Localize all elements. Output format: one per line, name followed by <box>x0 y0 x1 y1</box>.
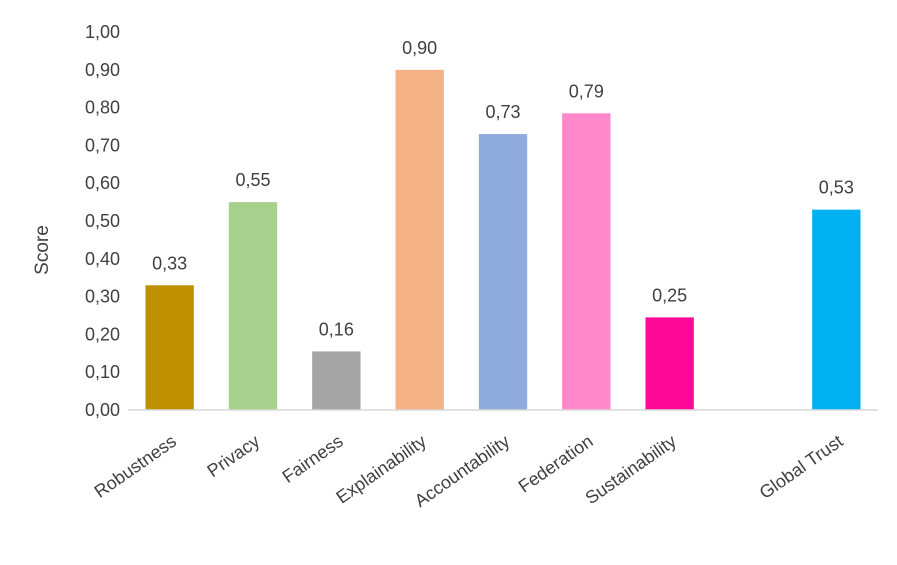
bar <box>228 202 278 410</box>
bar <box>145 285 194 410</box>
data-label: 0,33 <box>152 253 187 273</box>
data-label: 0,16 <box>319 319 354 339</box>
y-tick-label: 0,10 <box>85 362 120 382</box>
bar <box>312 351 361 410</box>
x-axis-labels: Robustness Privacy FairnessExplainabilityA… <box>91 431 847 511</box>
y-tick-label: 0,90 <box>85 60 120 80</box>
y-tick-label: 1,00 <box>85 22 120 42</box>
data-label: 0,79 <box>569 81 604 101</box>
y-axis-title: Score <box>32 225 53 275</box>
y-axis-ticks: 0,00 0,10 0,20 0,30 0,40 0,50 0,60 0,70 0,80 0,90… <box>85 22 120 420</box>
x-category-label: Privacy <box>203 431 263 481</box>
bar <box>395 69 444 411</box>
x-category-label: Global Trust <box>756 431 847 503</box>
x-category-label: Federation <box>515 431 597 497</box>
data-label: 0,90 <box>402 38 437 58</box>
bar <box>562 113 611 411</box>
bar <box>812 209 861 410</box>
data-label: 0,55 <box>235 170 270 190</box>
x-category-label: Robustness <box>91 431 180 502</box>
y-tick-label: 0,00 <box>85 400 120 420</box>
y-tick-label: 0,40 <box>85 249 120 269</box>
data-labels: 0,33 0,55 0,16 0,90 0,73 0,79 0,25 0,53 <box>152 38 854 340</box>
y-tick-label: 0,60 <box>85 173 120 193</box>
y-tick-label: 0,80 <box>85 98 120 118</box>
bar <box>645 317 694 410</box>
y-tick-label: 0,20 <box>85 324 120 344</box>
data-label: 0,73 <box>485 102 520 122</box>
data-label: 0,25 <box>652 285 687 305</box>
data-label: 0,53 <box>819 178 854 198</box>
x-category-label: Fairness <box>279 431 347 487</box>
bar <box>478 134 528 410</box>
y-tick-label: 0,30 <box>85 287 120 307</box>
y-tick-label: 0,50 <box>85 211 120 231</box>
bars <box>145 69 861 411</box>
y-tick-label: 0,70 <box>85 135 120 155</box>
x-category-label: Sustainability <box>582 431 680 508</box>
